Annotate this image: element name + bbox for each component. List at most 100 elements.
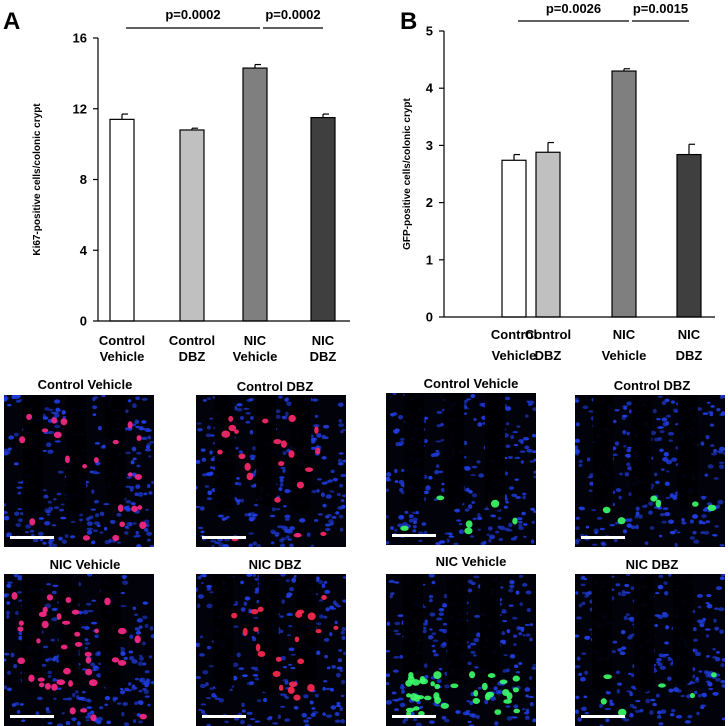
nucleus-blue xyxy=(51,590,57,595)
nucleus-blue xyxy=(252,513,258,517)
nucleus-blue xyxy=(441,715,447,720)
nucleus-blue xyxy=(687,714,693,719)
nucleus-blue xyxy=(124,531,129,535)
nucleus-blue xyxy=(48,408,54,412)
micrograph-title: Control DBZ xyxy=(613,378,691,393)
nucleus-blue xyxy=(125,499,132,504)
nucleus-blue xyxy=(13,664,18,669)
scale-bar xyxy=(581,536,625,539)
nucleus-blue xyxy=(394,621,401,626)
positive-cell xyxy=(11,592,18,600)
positive-cell xyxy=(61,620,71,625)
nucleus-blue xyxy=(90,621,98,625)
nucleus-blue xyxy=(620,593,627,597)
nucleus-blue xyxy=(705,520,711,524)
positive-cell xyxy=(65,597,72,604)
micrograph-title: NIC Vehicle xyxy=(49,557,121,572)
positive-cell xyxy=(82,535,90,541)
nucleus-blue xyxy=(209,466,214,469)
positive-cell xyxy=(262,418,269,424)
crypt-lumen xyxy=(213,574,234,693)
y-tick-label: 3 xyxy=(426,138,433,153)
nucleus-blue xyxy=(208,665,215,668)
nucleus-blue xyxy=(580,583,586,587)
nucleus-blue xyxy=(252,446,256,451)
nucleus-blue xyxy=(21,719,26,722)
nucleus-blue xyxy=(282,505,287,508)
micrograph-image xyxy=(4,574,154,726)
nucleus-blue xyxy=(334,620,338,625)
nucleus-blue xyxy=(710,452,718,456)
nucleus-blue xyxy=(611,650,617,654)
nucleus-blue xyxy=(286,592,293,597)
nucleus-blue xyxy=(693,638,698,642)
nucleus-blue xyxy=(705,680,711,683)
nucleus-blue xyxy=(134,677,139,681)
nucleus-blue xyxy=(6,614,10,619)
nucleus-blue xyxy=(577,717,582,722)
nucleus-blue xyxy=(524,687,531,692)
nucleus-blue xyxy=(240,607,246,612)
nucleus-blue xyxy=(132,522,137,525)
nucleus-blue xyxy=(599,703,603,709)
nucleus-blue xyxy=(104,539,110,545)
nucleus-blue xyxy=(271,507,276,512)
nucleus-blue xyxy=(442,622,448,626)
nucleus-blue xyxy=(626,523,632,528)
positive-cell xyxy=(29,518,36,526)
nucleus-blue xyxy=(61,410,66,415)
positive-cell xyxy=(139,521,147,530)
nucleus-blue xyxy=(87,574,93,577)
nucleus-blue xyxy=(391,691,397,695)
positive-cell xyxy=(287,686,295,694)
nucleus-blue xyxy=(235,446,239,450)
nucleus-blue xyxy=(251,515,256,520)
nucleus-blue xyxy=(502,642,506,645)
nucleus-blue xyxy=(306,716,313,720)
nucleus-blue xyxy=(52,584,59,587)
nucleus-blue xyxy=(581,652,587,655)
nucleus-blue xyxy=(533,458,536,462)
nucleus-blue xyxy=(694,690,698,695)
nucleus-blue xyxy=(705,634,710,638)
nucleus-blue xyxy=(697,407,702,411)
nucleus-blue xyxy=(109,519,116,524)
nucleus-blue xyxy=(612,419,617,424)
nucleus-blue xyxy=(245,420,251,424)
nucleus-blue xyxy=(673,529,678,533)
bar xyxy=(242,67,268,322)
nucleus-blue xyxy=(47,449,54,454)
nucleus-blue xyxy=(519,450,526,453)
positive-cell xyxy=(238,453,246,460)
nucleus-blue xyxy=(4,658,7,662)
nucleus-blue xyxy=(99,706,104,710)
nucleus-blue xyxy=(440,439,445,442)
nucleus-blue xyxy=(94,442,101,445)
nucleus-blue xyxy=(64,534,69,538)
nucleus-blue xyxy=(514,456,521,460)
crypt-lumen xyxy=(634,574,655,693)
positive-cell xyxy=(26,413,33,420)
nucleus-blue xyxy=(669,713,675,717)
nucleus-blue xyxy=(238,481,242,486)
nucleus-blue xyxy=(293,706,298,710)
positive-cell xyxy=(433,692,440,700)
nucleus-blue xyxy=(626,431,630,436)
nucleus-blue xyxy=(521,708,526,711)
nucleus-blue xyxy=(605,718,610,723)
positive-cell xyxy=(60,418,68,426)
nucleus-blue xyxy=(467,720,472,723)
nucleus-blue xyxy=(278,395,283,399)
nucleus-blue xyxy=(232,675,238,681)
nucleus-blue xyxy=(321,434,327,439)
nucleus-blue xyxy=(53,506,60,509)
nucleus-blue xyxy=(629,703,634,708)
nucleus-blue xyxy=(412,525,417,529)
nucleus-blue xyxy=(93,499,100,504)
nucleus-blue xyxy=(120,651,126,656)
nucleus-blue xyxy=(338,452,344,455)
positive-cell xyxy=(293,694,301,701)
nucleus-blue xyxy=(324,523,331,527)
nucleus-blue xyxy=(4,502,7,507)
nucleus-blue xyxy=(523,436,530,441)
